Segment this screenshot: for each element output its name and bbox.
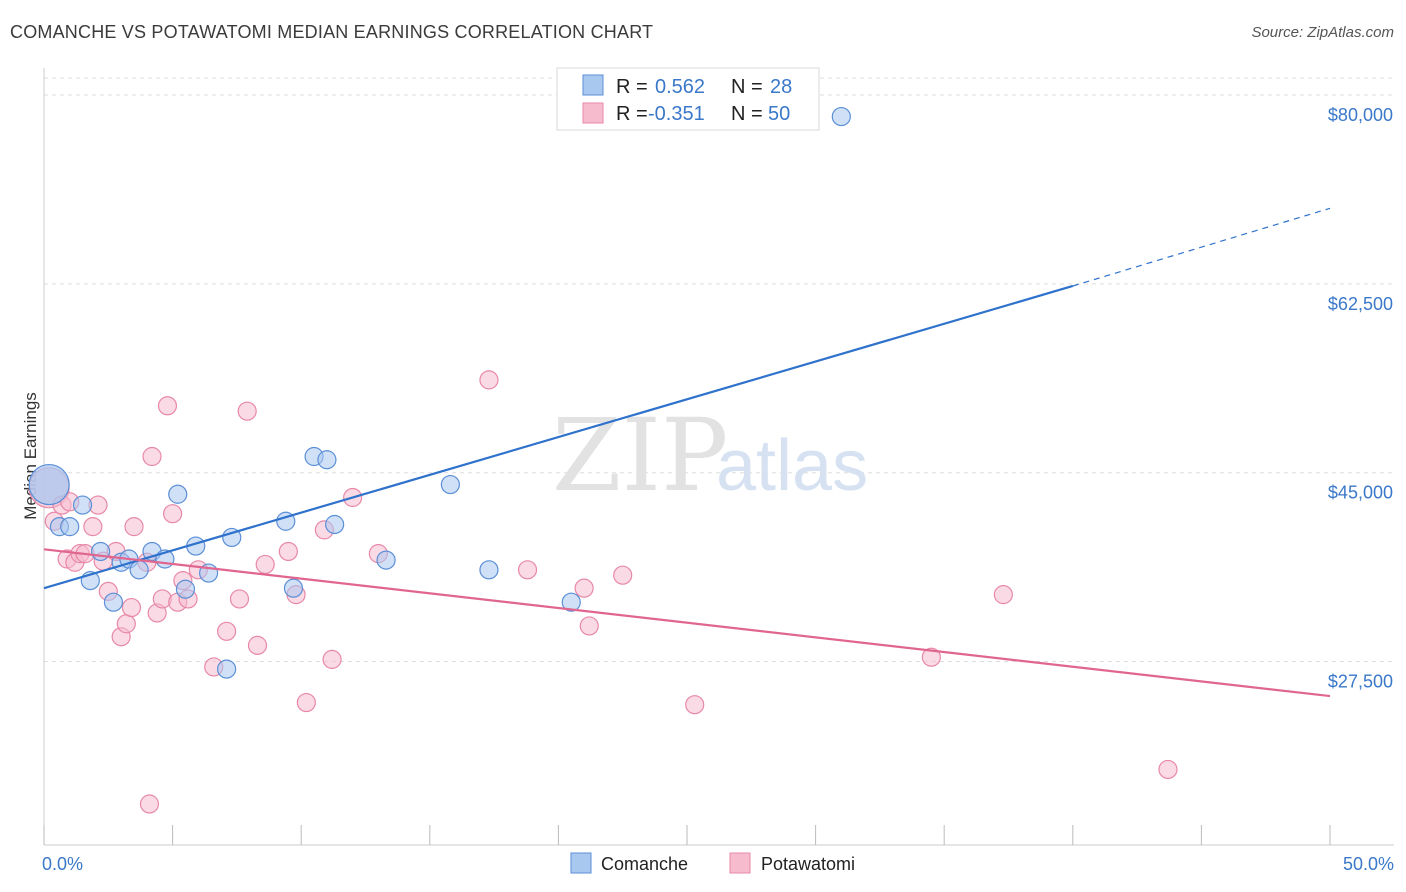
- comanche-legend-swatch: [582, 74, 604, 96]
- potawatomi-point: [237, 401, 257, 421]
- potawatomi-point: [152, 589, 172, 609]
- potawatomi-legend-swatch: [582, 102, 604, 124]
- data-points: [28, 106, 1178, 814]
- potawatomi-point: [322, 649, 342, 669]
- comanche-series-label: Comanche: [601, 854, 688, 874]
- comanche-point: [561, 592, 581, 612]
- potawatomi-point: [217, 621, 237, 641]
- potawatomi-point: [142, 446, 162, 467]
- comanche-point: [325, 514, 345, 535]
- comanche-point: [175, 579, 196, 599]
- comanche-r-label: R =: [616, 76, 648, 98]
- comanche-point: [60, 517, 80, 537]
- potawatomi-n-label: N =: [731, 103, 763, 125]
- potawatomi-point: [479, 370, 499, 390]
- potawatomi-point: [124, 517, 144, 537]
- comanche-n-label: N =: [731, 76, 763, 98]
- comanche-series-swatch: [570, 852, 592, 874]
- comanche-point: [222, 527, 242, 548]
- potawatomi-point: [574, 578, 594, 598]
- potawatomi-point: [255, 554, 275, 575]
- comanche-point: [479, 560, 499, 580]
- y-tick-label: $62,500: [1328, 294, 1393, 314]
- potawatomi-point: [139, 794, 160, 814]
- y-tick-label: $80,000: [1328, 105, 1393, 125]
- series-legend: Comanche Potawatomi: [570, 852, 855, 874]
- comanche-point: [90, 541, 111, 562]
- potawatomi-point: [163, 504, 183, 524]
- comanche-point: [831, 106, 851, 127]
- potawatomi-point: [247, 635, 268, 655]
- x-ticks: [43, 825, 1331, 845]
- chart-source: Source: ZipAtlas.com: [1251, 24, 1394, 41]
- potawatomi-n-value: 50: [768, 103, 790, 125]
- axes: [43, 68, 1394, 846]
- stats-legend: R = 0.562 N = 28 R = -0.351 N = 50: [556, 67, 820, 131]
- x-tick-label: 0.0%: [42, 854, 83, 874]
- potawatomi-point: [579, 616, 599, 636]
- comanche-trend-extension: [1072, 207, 1331, 287]
- comanche-point: [283, 578, 304, 598]
- y-tick-labels: $27,500 $45,000 $62,500 $80,000: [1328, 105, 1393, 692]
- potawatomi-point: [921, 647, 941, 667]
- potawatomi-series-label: Potawatomi: [761, 854, 855, 874]
- comanche-point: [376, 550, 396, 570]
- potawatomi-point: [83, 517, 103, 537]
- comanche-point: [317, 450, 337, 470]
- potawatomi-point: [993, 585, 1013, 605]
- comanche-trend-line: [43, 284, 1074, 590]
- x-tick-label: 50.0%: [1343, 854, 1394, 874]
- potawatomi-point: [116, 614, 136, 634]
- potawatomi-point: [157, 396, 178, 416]
- watermark: ZIP atlas: [552, 397, 868, 514]
- comanche-point: [72, 495, 93, 515]
- comanche-point: [168, 484, 188, 504]
- potawatomi-point: [121, 597, 142, 618]
- potawatomi-point: [1158, 759, 1178, 780]
- comanche-point: [217, 659, 237, 679]
- y-tick-label: $45,000: [1328, 483, 1393, 503]
- x-tick-labels: 0.0% 50.0%: [42, 854, 1394, 874]
- chart-title: COMANCHE VS POTAWATOMI MEDIAN EARNINGS C…: [10, 22, 654, 42]
- comanche-point: [440, 474, 460, 495]
- potawatomi-point: [685, 695, 705, 715]
- potawatomi-r-label: R =: [616, 103, 648, 125]
- potawatomi-r-value: -0.351: [648, 103, 705, 125]
- potawatomi-series-swatch: [729, 852, 751, 874]
- potawatomi-point: [517, 560, 538, 580]
- comanche-point: [129, 560, 149, 580]
- grid-lines: [44, 77, 1394, 663]
- potawatomi-point: [229, 589, 250, 609]
- potawatomi-point: [278, 541, 298, 562]
- potawatomi-point: [296, 692, 316, 713]
- potawatomi-point: [613, 565, 633, 585]
- comanche-point: [103, 592, 124, 612]
- comanche-point: [28, 463, 70, 506]
- comanche-n-value: 28: [770, 76, 792, 98]
- watermark-atlas: atlas: [716, 426, 868, 506]
- watermark-zip: ZIP: [552, 397, 728, 514]
- comanche-r-value: 0.562: [655, 76, 705, 98]
- potawatomi-trend-line: [43, 548, 1331, 698]
- trend-lines: [43, 207, 1331, 698]
- y-tick-label: $27,500: [1328, 672, 1393, 692]
